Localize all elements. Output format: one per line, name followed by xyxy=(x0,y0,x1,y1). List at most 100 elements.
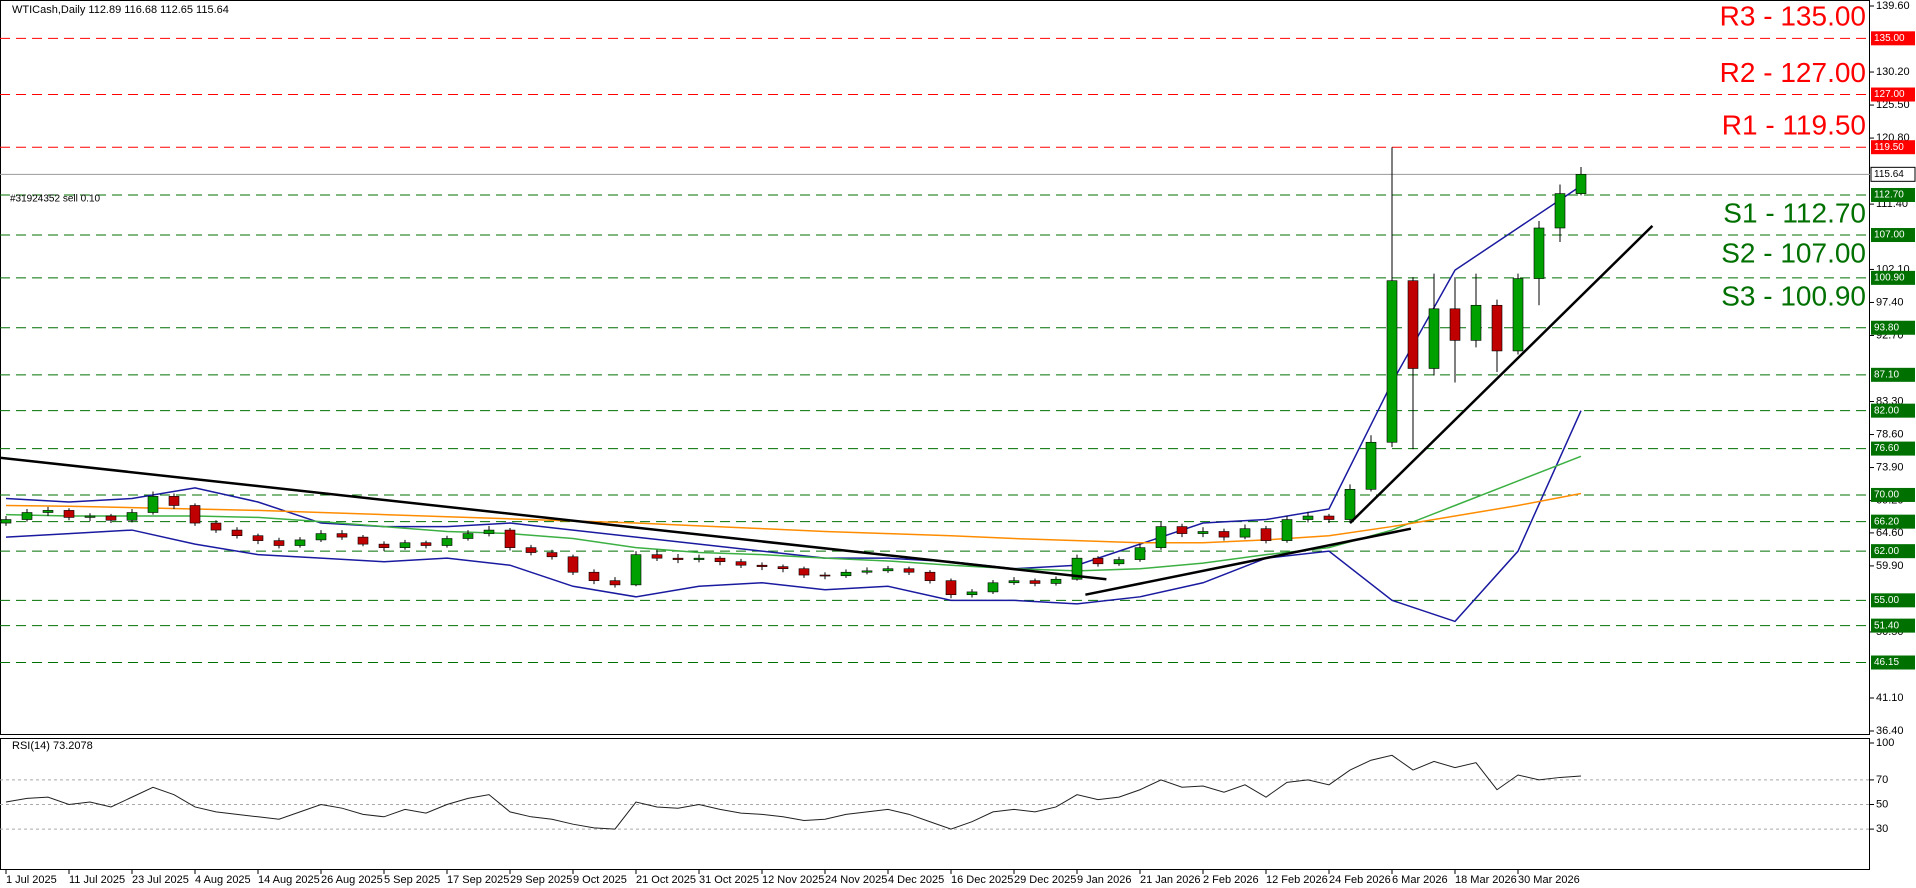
candle-body xyxy=(1344,489,1356,520)
indicator-line xyxy=(5,185,1582,570)
level-badge xyxy=(1871,140,1915,155)
candle-body xyxy=(357,536,369,545)
candle-body xyxy=(1554,193,1566,229)
x-tick-label: 21 Jan 2026 xyxy=(1140,874,1201,886)
rsi-tick-label: 100 xyxy=(1876,737,1894,749)
candle-body xyxy=(1281,519,1293,541)
level-badge-label: 70.00 xyxy=(1874,490,1899,501)
y-tick-label: 130.20 xyxy=(1876,66,1910,78)
candle-body xyxy=(735,561,747,566)
x-tick-label: 30 Mar 2026 xyxy=(1518,874,1580,886)
level-badge-label: 55.00 xyxy=(1874,595,1899,606)
candle-body xyxy=(777,566,789,570)
level-badge xyxy=(1871,655,1915,670)
candle-body xyxy=(105,515,117,521)
candle-body xyxy=(462,533,474,539)
x-tick-label: 17 Sep 2025 xyxy=(447,874,509,886)
rsi-line xyxy=(5,754,1582,830)
x-tick-label: 12 Nov 2025 xyxy=(762,874,824,886)
candle-body xyxy=(1386,280,1398,443)
candle-body xyxy=(861,570,873,573)
level-text: S3 - 100.90 xyxy=(1721,280,1866,311)
main-panel xyxy=(0,0,1870,735)
candle-body xyxy=(882,568,894,572)
level-text: R3 - 135.00 xyxy=(1720,1,1866,32)
x-tick-label: 24 Nov 2025 xyxy=(825,874,887,886)
candle-body xyxy=(126,512,138,521)
candle-body xyxy=(147,496,159,513)
x-tick-label: 12 Feb 2026 xyxy=(1266,874,1328,886)
candle-body xyxy=(567,556,579,573)
candle-body xyxy=(399,542,411,548)
level-badge-label: 51.40 xyxy=(1874,620,1899,631)
candle-body xyxy=(840,571,852,577)
current-price-badge xyxy=(1870,166,1916,182)
indicator-line xyxy=(5,492,1582,544)
candle-body xyxy=(1302,515,1314,520)
candle-body xyxy=(189,505,201,524)
y-tick-label: 41.10 xyxy=(1876,692,1904,704)
candle-body xyxy=(504,529,516,548)
x-tick-label: 16 Dec 2025 xyxy=(951,874,1013,886)
indicator-line xyxy=(5,455,1582,572)
x-tick-label: 18 Mar 2026 xyxy=(1455,874,1517,886)
candle-body xyxy=(546,552,558,558)
order-label: #31924352 sell 0.10 xyxy=(10,194,101,205)
y-tick-label: 139.60 xyxy=(1876,0,1910,12)
y-tick-label: 36.40 xyxy=(1876,725,1904,737)
candle-body xyxy=(210,522,222,531)
level-badge-label: 119.50 xyxy=(1874,142,1904,153)
candle-body xyxy=(1260,528,1272,541)
candle-body xyxy=(1155,526,1167,548)
level-badge-label: 107.00 xyxy=(1874,230,1905,241)
candle-body xyxy=(924,571,936,581)
level-badge xyxy=(1871,31,1915,46)
candle-body xyxy=(168,496,180,506)
candle-body xyxy=(0,519,12,524)
candle-body xyxy=(819,574,831,577)
level-badge-label: 135.00 xyxy=(1874,33,1905,44)
x-tick-label: 1 Jul 2025 xyxy=(6,874,57,886)
candle-body xyxy=(903,568,915,573)
candle-body xyxy=(231,529,243,536)
level-badge-label: 87.10 xyxy=(1874,369,1899,380)
candle-body xyxy=(1218,531,1230,538)
level-badge-label: 112.70 xyxy=(1874,190,1904,201)
candle-body xyxy=(651,554,663,559)
level-badge xyxy=(1871,270,1915,285)
level-text: S2 - 107.00 xyxy=(1721,237,1866,268)
candle-body xyxy=(1323,515,1335,520)
level-text: R1 - 119.50 xyxy=(1722,110,1866,141)
y-tick-label: 59.90 xyxy=(1876,560,1904,572)
trendline xyxy=(1085,527,1412,596)
candle-body xyxy=(1134,547,1146,560)
level-badge-label: 46.15 xyxy=(1874,657,1899,668)
candle-body xyxy=(525,547,537,553)
candle-body xyxy=(1533,227,1545,279)
x-tick-label: 24 Feb 2026 xyxy=(1329,874,1391,886)
level-badge-label: 93.80 xyxy=(1874,322,1899,333)
candle-body xyxy=(1197,531,1209,534)
level-badge xyxy=(1871,187,1915,202)
x-tick-label: 5 Sep 2025 xyxy=(384,874,440,886)
candle-body xyxy=(609,580,621,586)
x-tick-label: 4 Aug 2025 xyxy=(195,874,251,886)
candle-body xyxy=(252,535,264,541)
candle-body xyxy=(315,533,327,541)
level-badge-label: 127.00 xyxy=(1874,89,1905,100)
x-tick-label: 9 Jan 2026 xyxy=(1077,874,1131,886)
candle-body xyxy=(21,512,33,520)
x-tick-label: 14 Aug 2025 xyxy=(258,874,320,886)
level-badge-label: 66.20 xyxy=(1874,516,1899,527)
candle-body xyxy=(588,571,600,581)
x-tick-label: 26 Aug 2025 xyxy=(321,874,383,886)
candle-body xyxy=(1512,278,1524,352)
level-badge xyxy=(1871,618,1915,633)
level-text: R2 - 127.00 xyxy=(1720,57,1866,88)
candle-body xyxy=(441,538,453,546)
y-tick-label: 78.60 xyxy=(1876,428,1904,440)
candle-body xyxy=(1008,580,1020,584)
candle-body xyxy=(294,539,306,546)
candle-body xyxy=(1365,441,1377,490)
x-tick-label: 23 Jul 2025 xyxy=(132,874,189,886)
